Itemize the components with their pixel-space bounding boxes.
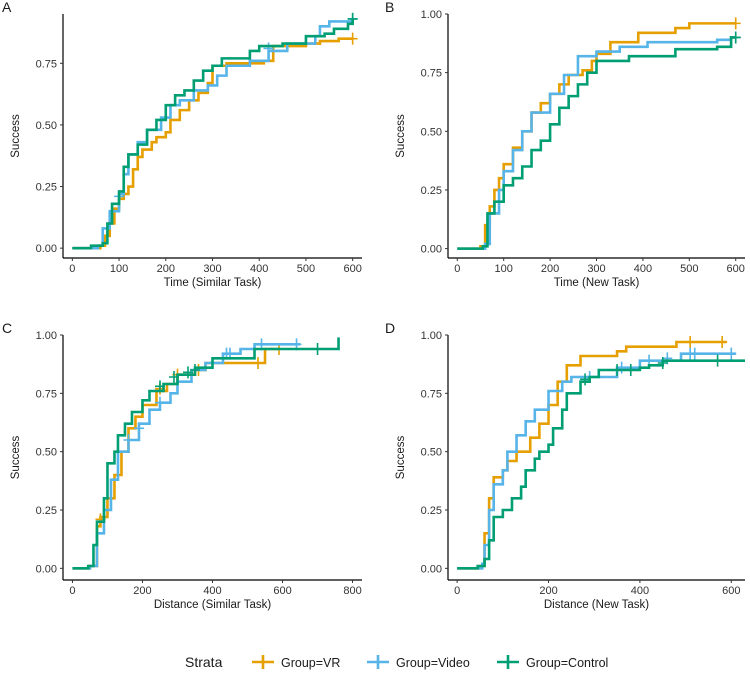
y-axis-label: Success xyxy=(395,114,407,158)
censor-mark xyxy=(263,42,274,55)
censor-mark xyxy=(689,347,700,360)
x-tick-label: 600 xyxy=(722,585,740,597)
y-tick-label: 0.50 xyxy=(421,126,442,138)
censor-mark xyxy=(726,347,737,360)
x-tick-label: 300 xyxy=(587,263,605,275)
y-tick-label: 0.25 xyxy=(421,185,442,197)
y-tick-label: 0.25 xyxy=(36,182,57,194)
x-axis-label: Distance (New Task) xyxy=(544,599,649,611)
x-tick-label: 100 xyxy=(110,263,128,275)
censor-mark xyxy=(182,366,193,379)
series-line-control xyxy=(457,36,736,250)
censor-mark xyxy=(730,31,741,44)
panel-B: B 0 100 200 300 400 500 600 0.00 0.25 0.50 0.75 1.00… xyxy=(385,0,745,289)
x-tick-label: 600 xyxy=(273,585,291,597)
x-tick-label: 200 xyxy=(133,585,151,597)
x-tick-label: 0 xyxy=(454,585,460,597)
x-tick-label: 400 xyxy=(203,585,221,597)
censor-mark xyxy=(717,336,728,348)
censor-mark xyxy=(312,343,323,355)
y-axis-label: Success xyxy=(10,436,22,480)
x-tick-label: 0 xyxy=(69,263,75,275)
y-tick-label: 0.00 xyxy=(36,243,57,255)
censor-mark xyxy=(168,371,179,383)
series-line-control xyxy=(72,337,340,570)
series-line-vr xyxy=(72,347,280,570)
censor-mark xyxy=(154,380,165,393)
x-tick-label: 0 xyxy=(454,263,460,275)
x-tick-label: 200 xyxy=(157,263,175,275)
series-line-video xyxy=(457,36,736,250)
panel-A: A 0 100 200 300 400 500 600 0.00 0.25 0.50 0.75 Time… xyxy=(2,0,362,289)
series-line-control xyxy=(457,359,745,570)
censor-mark xyxy=(685,336,696,348)
censor-mark xyxy=(133,422,144,435)
y-tick-label: 0.50 xyxy=(421,447,442,459)
censor-mark xyxy=(730,17,741,30)
panel-C: C 0 200 400 600 800 0.00 0.25 0.50 0.75 1.00 Distan… xyxy=(2,320,362,611)
legend: Strata Group=VR Group=Video Group=Control xyxy=(185,654,608,670)
censor-mark xyxy=(347,32,358,45)
censor-mark xyxy=(347,12,358,25)
x-tick-label: 400 xyxy=(250,263,268,275)
censor-mark xyxy=(616,361,627,374)
legend-title: Strata xyxy=(185,654,223,670)
y-tick-label: 1.00 xyxy=(421,9,442,21)
x-tick-label: 500 xyxy=(680,263,698,275)
censor-mark xyxy=(657,357,668,369)
x-tick-label: 100 xyxy=(495,263,513,275)
y-tick-label: 0.75 xyxy=(421,68,442,80)
censor-mark xyxy=(253,357,264,369)
censor-mark xyxy=(612,364,623,376)
legend-entry-label: Group=Video xyxy=(396,656,470,670)
panel-label: B xyxy=(385,0,394,15)
x-tick-label: 0 xyxy=(69,585,75,597)
y-tick-label: 0.00 xyxy=(36,563,57,575)
y-tick-label: 0.50 xyxy=(36,120,57,132)
y-tick-label: 0.00 xyxy=(421,244,442,256)
censor-mark xyxy=(712,354,723,367)
censor-mark xyxy=(154,396,165,409)
x-tick-label: 500 xyxy=(297,263,315,275)
x-axis-label: Time (Similar Task) xyxy=(164,277,262,289)
x-tick-label: 200 xyxy=(539,585,557,597)
censor-mark xyxy=(123,434,134,446)
legend-key xyxy=(252,655,274,669)
legend-key xyxy=(497,655,519,669)
y-tick-label: 0.75 xyxy=(36,58,57,70)
panel-D: D 0 200 400 600 0.00 0.25 0.50 0.75 1.00 Distance … xyxy=(385,320,745,611)
x-tick-label: 400 xyxy=(631,585,649,597)
censor-mark xyxy=(189,364,200,376)
y-tick-label: 0.75 xyxy=(36,388,57,400)
series-line-video xyxy=(457,352,736,570)
censor-mark xyxy=(580,373,591,386)
y-tick-label: 1.00 xyxy=(36,330,57,342)
series-line-video xyxy=(72,343,301,570)
panel-label: D xyxy=(385,320,395,336)
y-axis-label: Success xyxy=(10,114,22,158)
y-tick-label: 0.50 xyxy=(36,447,57,459)
y-tick-label: 0.00 xyxy=(421,563,442,575)
x-tick-label: 600 xyxy=(343,263,361,275)
censor-mark xyxy=(625,364,636,376)
x-tick-label: 600 xyxy=(727,263,745,275)
legend-entry-label: Group=VR xyxy=(281,656,340,670)
x-axis-label: Distance (Similar Task) xyxy=(154,599,272,611)
x-tick-label: 200 xyxy=(541,263,559,275)
y-tick-label: 0.25 xyxy=(421,505,442,517)
panel-label: A xyxy=(2,0,12,15)
y-tick-label: 0.25 xyxy=(36,505,57,517)
x-tick-label: 800 xyxy=(343,585,361,597)
x-tick-label: 300 xyxy=(203,263,221,275)
series-line-control xyxy=(72,18,354,250)
x-tick-label: 400 xyxy=(634,263,652,275)
legend-key xyxy=(367,655,389,669)
panel-label: C xyxy=(2,320,12,336)
y-tick-label: 0.75 xyxy=(421,388,442,400)
legend-entry-label: Group=Control xyxy=(526,656,608,670)
x-axis-label: Time (New Task) xyxy=(554,277,640,289)
y-axis-label: Success xyxy=(395,436,407,480)
y-tick-label: 1.00 xyxy=(421,330,442,342)
